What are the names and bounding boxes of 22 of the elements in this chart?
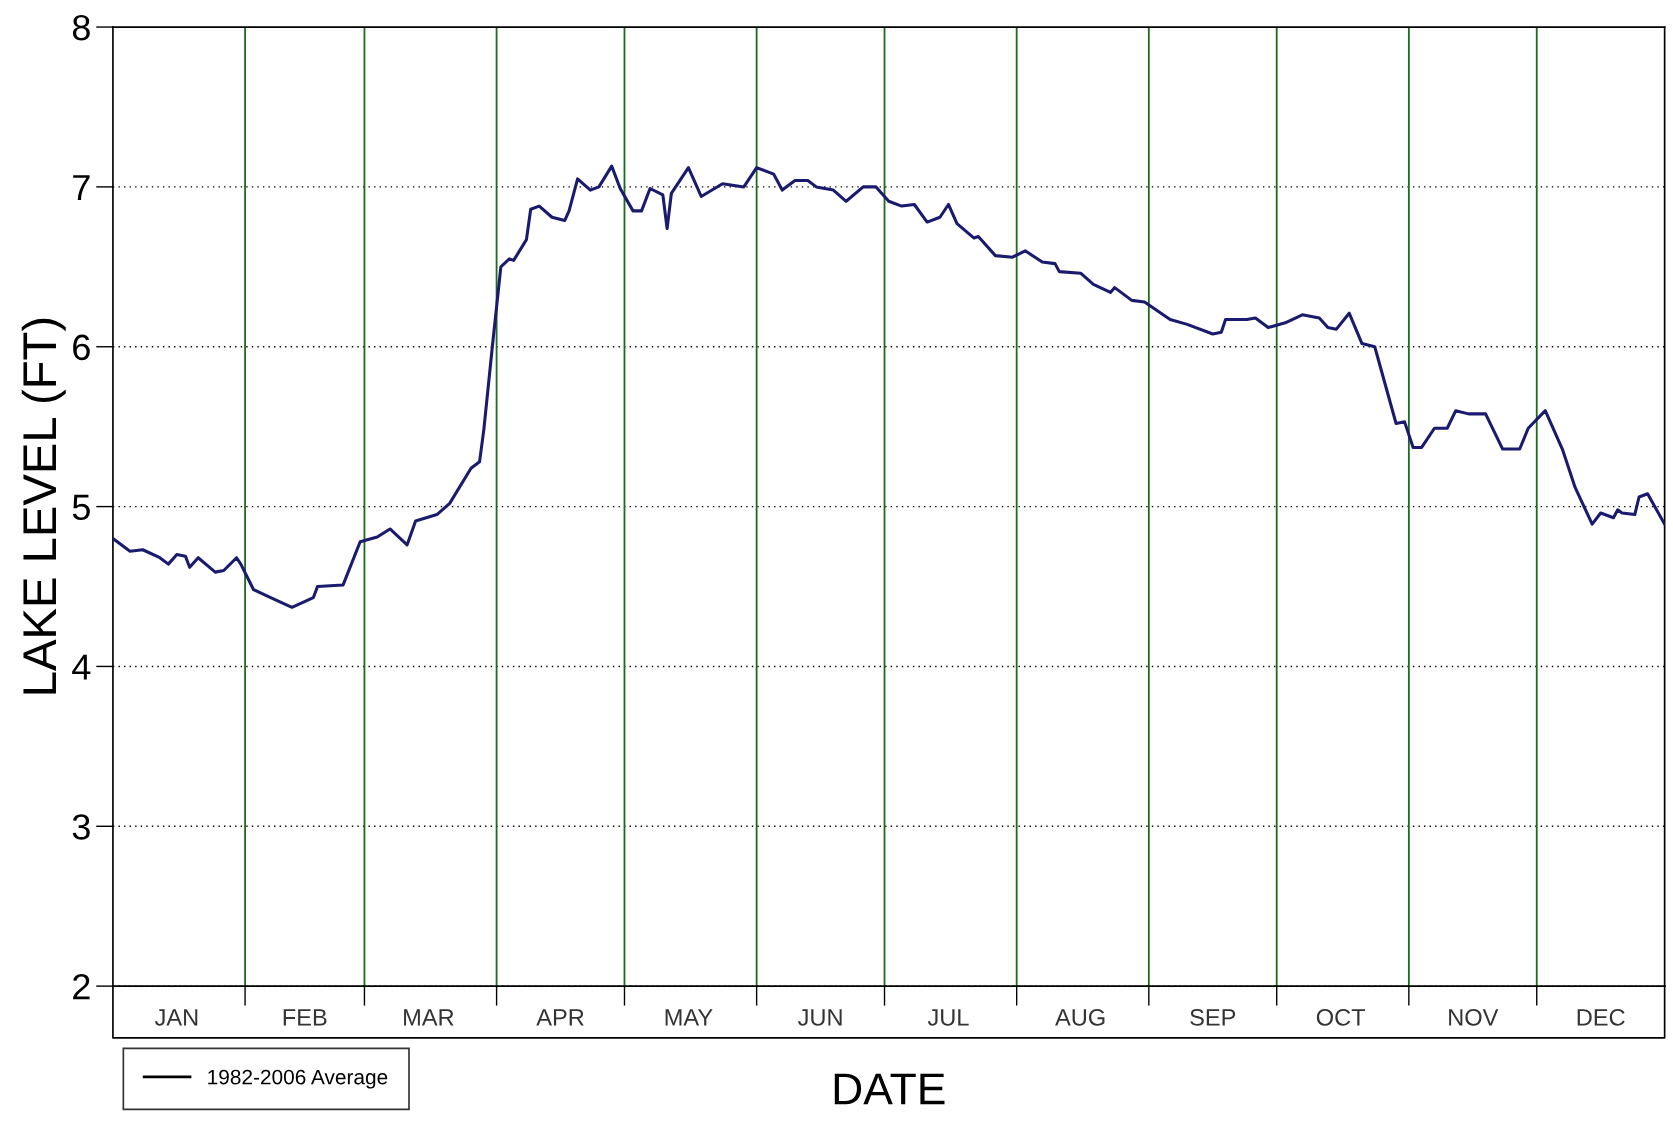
y-tick-label: 4: [72, 654, 91, 680]
x-tick-label: JUL: [927, 1009, 969, 1026]
x-axis-title: DATE: [834, 1073, 945, 1105]
x-tick-label: FEB: [283, 1009, 327, 1026]
x-tick-label: SEP: [1190, 1008, 1236, 1026]
x-tick-label: JAN: [154, 1009, 198, 1026]
y-tick-label: 5: [72, 494, 90, 521]
x-tick-label: AUG: [1055, 1008, 1105, 1026]
y-tick-label: 3: [72, 814, 90, 840]
y-axis-title: LAKE LEVEL (FT): [21, 318, 66, 694]
x-tick-label: NOV: [1449, 1008, 1499, 1026]
text: 1982-2006 Average: [208, 1069, 388, 1089]
y-tick-label: 6: [73, 334, 90, 361]
x-tick-label: JUN: [797, 1009, 842, 1026]
y-tick-label: 7: [73, 175, 90, 200]
x-tick-label: OCT: [1316, 1008, 1366, 1026]
y-tick-label: 8: [72, 14, 90, 41]
x-tick-label: MAR: [404, 1009, 454, 1026]
y-tick-label: 2: [73, 973, 90, 1000]
x-tick-label: APR: [536, 1009, 584, 1026]
x-tick-label: MAY: [665, 1009, 713, 1026]
x-tick-label: DEC: [1577, 1008, 1625, 1026]
